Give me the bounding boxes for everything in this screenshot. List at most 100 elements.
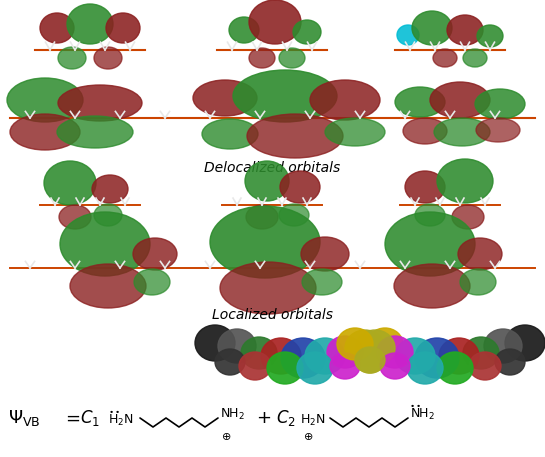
Text: $+$: $+$ xyxy=(256,409,271,427)
Ellipse shape xyxy=(94,204,122,226)
Ellipse shape xyxy=(218,329,256,363)
Ellipse shape xyxy=(377,336,413,368)
Ellipse shape xyxy=(279,48,305,68)
Text: $\Psi_{\rm VB}$: $\Psi_{\rm VB}$ xyxy=(8,408,41,428)
Ellipse shape xyxy=(210,206,320,278)
Ellipse shape xyxy=(327,336,363,368)
Text: $C_2$: $C_2$ xyxy=(276,408,296,428)
Ellipse shape xyxy=(367,328,403,360)
Ellipse shape xyxy=(355,347,385,373)
Ellipse shape xyxy=(458,238,502,270)
Ellipse shape xyxy=(469,352,501,380)
Ellipse shape xyxy=(460,269,496,295)
Ellipse shape xyxy=(249,0,301,44)
Ellipse shape xyxy=(261,338,301,374)
Ellipse shape xyxy=(241,337,277,369)
Ellipse shape xyxy=(395,338,435,374)
Ellipse shape xyxy=(297,352,333,384)
Ellipse shape xyxy=(505,325,545,361)
Ellipse shape xyxy=(215,349,245,375)
Ellipse shape xyxy=(92,175,128,203)
Text: NH$_2$: NH$_2$ xyxy=(410,406,435,421)
Ellipse shape xyxy=(415,338,459,378)
Ellipse shape xyxy=(477,25,503,47)
Ellipse shape xyxy=(57,116,133,148)
Ellipse shape xyxy=(439,338,479,374)
Ellipse shape xyxy=(281,338,325,378)
Text: $\bullet\bullet$: $\bullet\bullet$ xyxy=(108,405,120,414)
Ellipse shape xyxy=(60,212,150,276)
Ellipse shape xyxy=(475,89,525,119)
Text: NH$_2$: NH$_2$ xyxy=(220,406,245,421)
Ellipse shape xyxy=(134,269,170,295)
Ellipse shape xyxy=(229,17,259,43)
Ellipse shape xyxy=(202,119,258,149)
Ellipse shape xyxy=(412,11,452,45)
Ellipse shape xyxy=(193,80,257,116)
Text: $C_1$: $C_1$ xyxy=(80,408,100,428)
Text: $\oplus$: $\oplus$ xyxy=(303,430,313,441)
Ellipse shape xyxy=(133,238,177,270)
Ellipse shape xyxy=(403,118,447,144)
Ellipse shape xyxy=(452,205,484,229)
Ellipse shape xyxy=(463,49,487,67)
Ellipse shape xyxy=(10,114,80,150)
Ellipse shape xyxy=(58,47,86,69)
Ellipse shape xyxy=(220,262,316,314)
Text: H$_2$N: H$_2$N xyxy=(108,413,134,428)
Ellipse shape xyxy=(247,114,343,158)
Text: $\oplus$: $\oplus$ xyxy=(221,430,231,441)
Ellipse shape xyxy=(301,237,349,271)
Ellipse shape xyxy=(437,352,473,384)
Ellipse shape xyxy=(355,330,395,366)
Ellipse shape xyxy=(246,205,278,229)
Ellipse shape xyxy=(397,25,419,45)
Ellipse shape xyxy=(463,337,499,369)
Ellipse shape xyxy=(106,13,140,43)
Ellipse shape xyxy=(58,85,142,121)
Ellipse shape xyxy=(325,118,385,146)
Ellipse shape xyxy=(302,269,342,295)
Ellipse shape xyxy=(67,4,113,44)
Ellipse shape xyxy=(337,328,373,360)
Ellipse shape xyxy=(407,352,443,384)
Ellipse shape xyxy=(484,329,522,363)
Ellipse shape xyxy=(495,349,525,375)
Ellipse shape xyxy=(305,338,345,374)
Ellipse shape xyxy=(433,49,457,67)
Ellipse shape xyxy=(40,13,74,43)
Ellipse shape xyxy=(395,87,445,117)
Ellipse shape xyxy=(267,352,303,384)
Ellipse shape xyxy=(94,47,122,69)
Text: $=$: $=$ xyxy=(62,409,81,427)
Ellipse shape xyxy=(394,264,470,308)
Ellipse shape xyxy=(434,118,490,146)
Text: H$_2$N: H$_2$N xyxy=(300,413,325,428)
Ellipse shape xyxy=(7,78,83,122)
Ellipse shape xyxy=(293,20,321,44)
Ellipse shape xyxy=(44,161,96,205)
Ellipse shape xyxy=(405,171,445,203)
Ellipse shape xyxy=(249,48,275,68)
Ellipse shape xyxy=(233,70,337,122)
Ellipse shape xyxy=(280,171,320,203)
Ellipse shape xyxy=(330,353,360,379)
Text: Localized orbitals: Localized orbitals xyxy=(211,308,332,322)
Ellipse shape xyxy=(447,15,483,45)
Ellipse shape xyxy=(437,159,493,203)
Ellipse shape xyxy=(239,352,271,380)
Ellipse shape xyxy=(415,204,445,226)
Ellipse shape xyxy=(355,347,385,373)
Ellipse shape xyxy=(430,82,490,118)
Ellipse shape xyxy=(380,353,410,379)
Ellipse shape xyxy=(195,325,235,361)
Ellipse shape xyxy=(310,80,380,120)
Ellipse shape xyxy=(476,118,520,142)
Ellipse shape xyxy=(59,205,91,229)
Ellipse shape xyxy=(245,161,289,201)
Text: $\bullet\bullet$: $\bullet\bullet$ xyxy=(409,399,422,409)
Text: Delocalized orbitals: Delocalized orbitals xyxy=(204,161,340,175)
Ellipse shape xyxy=(279,204,309,226)
Ellipse shape xyxy=(385,212,475,276)
Ellipse shape xyxy=(70,264,146,308)
